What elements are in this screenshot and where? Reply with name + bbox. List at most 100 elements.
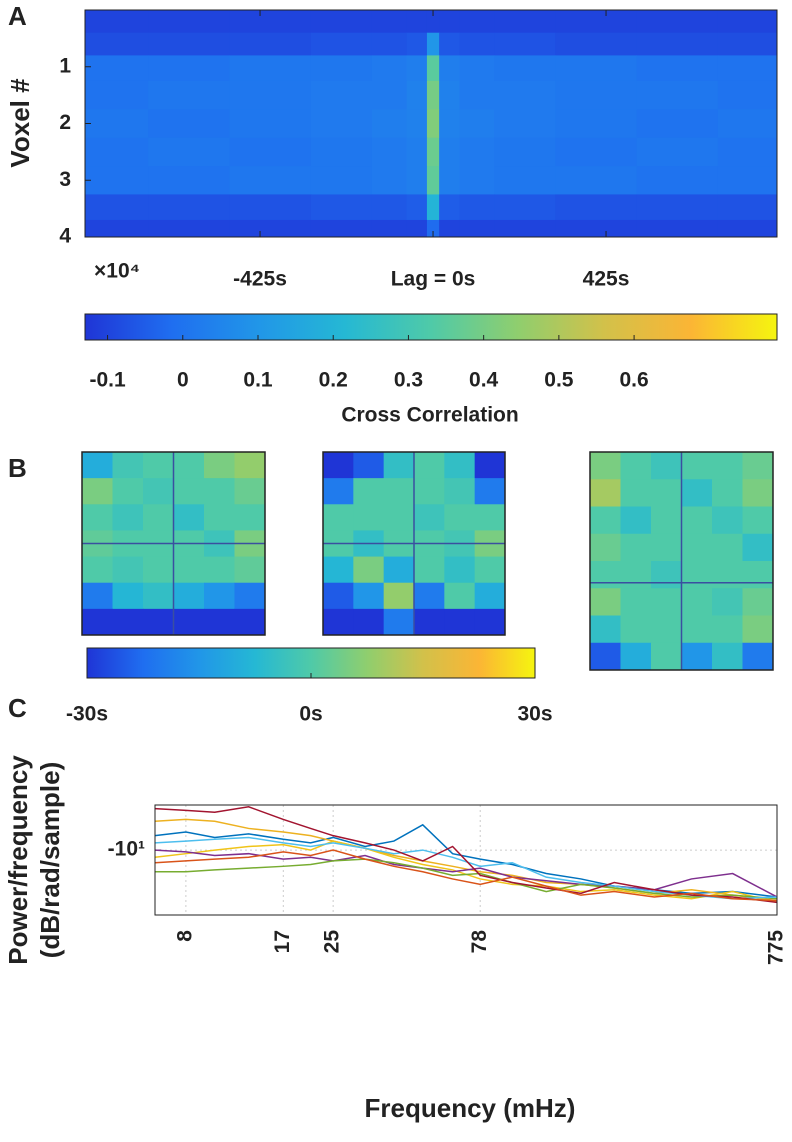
slice-cell — [620, 452, 652, 480]
slice-cell — [112, 452, 144, 479]
colorbar-tick-label: 0.6 — [619, 369, 648, 392]
slice-cell — [712, 533, 743, 562]
heatmap-cell — [494, 109, 556, 139]
slice-cell — [651, 642, 682, 671]
slice-cell — [204, 608, 235, 636]
slice-cell — [651, 452, 682, 480]
slice-cell — [444, 556, 476, 584]
slice-cell — [112, 556, 144, 584]
slice-cell — [234, 478, 266, 505]
slice-cell — [353, 478, 385, 505]
heatmap-cell — [148, 219, 231, 238]
heatmap-cell — [406, 109, 428, 139]
slice-cell — [590, 479, 621, 507]
slice-cell — [590, 642, 621, 671]
heatmap-cell — [717, 166, 778, 195]
heatmap-cell — [459, 194, 495, 221]
slice-cell — [383, 478, 415, 505]
slice-cell — [383, 504, 415, 531]
slice-cell — [323, 582, 354, 610]
colorbar-tick-label: 0.5 — [544, 369, 574, 392]
slice-cell — [474, 452, 506, 479]
slice-cell — [444, 452, 476, 479]
heatmap-cell — [636, 32, 719, 56]
slice-cell — [414, 608, 445, 636]
heatmap-cell — [85, 32, 149, 56]
slice-cell — [353, 452, 385, 479]
heatmap-cell — [636, 10, 719, 34]
axis-exponent: ×10⁴ — [94, 260, 140, 283]
heatmap-cell — [310, 55, 373, 82]
y-tick-label: 3 — [59, 168, 71, 191]
heatmap-cell — [310, 194, 373, 221]
heatmap-cell — [439, 10, 460, 34]
slice-cell — [590, 615, 621, 644]
series-line — [155, 858, 778, 900]
heatmap-cell — [406, 194, 428, 221]
slice-cell — [414, 504, 445, 531]
heatmap-cell — [459, 219, 495, 238]
slice-cell — [143, 504, 174, 531]
heatmap-cell — [148, 55, 231, 82]
slice-cell — [353, 556, 385, 584]
heatmap-cell — [717, 194, 778, 221]
heatmap-cell — [494, 32, 556, 56]
slice-cell — [474, 478, 506, 505]
slice-cell — [712, 615, 743, 644]
heatmap-cell — [148, 10, 231, 34]
heatmap-cell — [406, 166, 428, 195]
slice-cell — [651, 615, 682, 644]
slice-cell — [112, 478, 144, 505]
slice-cell — [444, 478, 476, 505]
heatmap-cell — [148, 109, 231, 139]
heatmap-cell — [148, 32, 231, 56]
heatmap-cell — [439, 194, 460, 221]
slice-cell — [323, 556, 354, 584]
slice-cell — [620, 642, 652, 671]
heatmap-cell — [636, 219, 719, 238]
slice-cell — [742, 615, 774, 644]
heatmap-cell — [636, 55, 719, 82]
slice-cell — [681, 642, 713, 671]
slice-cell — [712, 561, 743, 589]
heatmap-cell — [229, 219, 312, 238]
slice-cell — [82, 504, 113, 531]
slice-cell — [620, 533, 652, 562]
colorbar-tick-label: 0.2 — [319, 369, 348, 392]
slice-cell — [681, 533, 713, 562]
slice-cell — [620, 588, 652, 616]
series-line — [154, 806, 778, 904]
slice-cell — [742, 642, 774, 671]
heatmap-cell — [426, 166, 440, 195]
slice-cell — [444, 608, 476, 636]
slice-cell — [112, 582, 144, 610]
heatmap-cell — [636, 137, 719, 167]
slice-cell — [681, 479, 713, 507]
heatmap-cell — [148, 80, 231, 110]
x-tick-label: -425s — [233, 268, 287, 291]
heatmap-cell — [555, 80, 638, 110]
heatmap-cell — [371, 32, 408, 56]
slice-cell — [590, 533, 621, 562]
slice-cell — [143, 556, 174, 584]
x-tick-label: 775 — [765, 930, 788, 965]
heatmap-cell — [371, 80, 408, 110]
heatmap-cell — [85, 219, 149, 238]
slice-cell — [742, 588, 774, 616]
slice-cell — [712, 479, 743, 507]
heatmap-cell — [494, 137, 556, 167]
x-tick-label: 17 — [271, 930, 294, 953]
heatmap-cell — [229, 194, 312, 221]
heatmap-cell — [439, 166, 460, 195]
slice-cell — [712, 452, 743, 480]
slice-cell — [414, 478, 445, 505]
colorbar-tick-label: -0.1 — [89, 369, 126, 392]
heatmap-cell — [85, 80, 149, 110]
slice-cell — [143, 452, 174, 479]
slice-cell — [204, 478, 235, 505]
heatmap-cell — [85, 55, 149, 82]
heatmap-cell — [310, 166, 373, 195]
slice-cell — [651, 533, 682, 562]
heatmap-cell — [717, 10, 778, 34]
slice-cell — [82, 452, 113, 479]
